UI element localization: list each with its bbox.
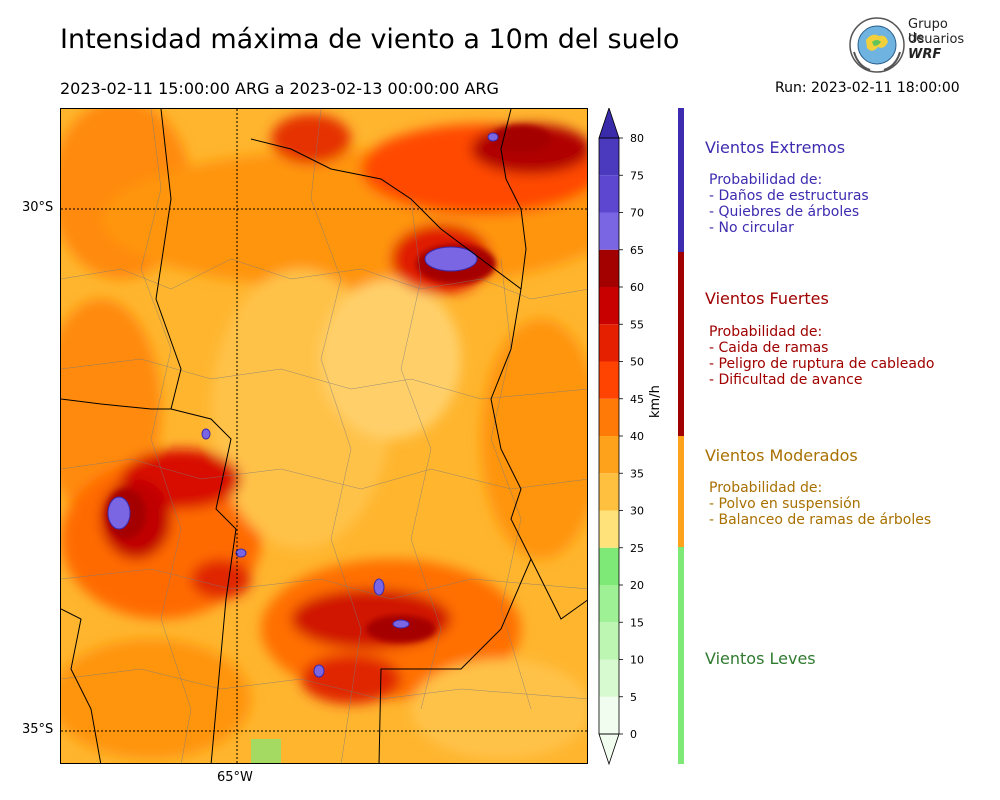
category-line: Probabilidad de: — [709, 324, 823, 340]
wrf-logo: Grupo de Usuarios WRF — [848, 16, 968, 74]
category-title-fuertes: Vientos Fuertes — [705, 289, 829, 308]
colorbar-tick-label: 70 — [630, 207, 644, 220]
colorbar-tick-label: 45 — [630, 393, 644, 406]
colorbar-segment — [599, 361, 619, 399]
lat-label-35s: 35°S — [22, 722, 54, 737]
colorbar-tick-label: 80 — [630, 132, 644, 145]
map-title: Intensidad máxima de viento a 10m del su… — [60, 24, 680, 55]
colorbar-segment — [599, 287, 619, 325]
colorbar-segment — [599, 473, 619, 511]
colorbar-tick-label: 5 — [630, 691, 637, 704]
colorbar-segment — [599, 585, 619, 623]
colorbar-tick-label: 10 — [630, 654, 644, 667]
logo-text-2: Usuarios — [908, 32, 965, 47]
category-line: - Caida de ramas — [709, 340, 829, 356]
colorbar-tick-label: 75 — [630, 169, 644, 182]
colorbar-tick-label: 55 — [630, 318, 644, 331]
wind-map — [60, 108, 588, 764]
colorbar-tick-label: 0 — [630, 728, 637, 741]
colorbar-segment — [599, 696, 619, 734]
category-line: - Daños de estructuras — [709, 188, 869, 204]
category-bar-moderados — [678, 436, 684, 547]
colorbar-min-arrow — [598, 733, 620, 766]
colorbar-tick-label: 15 — [630, 616, 644, 629]
category-line: - Quiebres de árboles — [709, 204, 860, 220]
colorbar-tick-label: 30 — [630, 505, 644, 518]
category-title-leves: Vientos Leves — [705, 649, 816, 668]
category-line: - Polvo en suspensión — [709, 496, 861, 512]
colorbar-segment — [599, 659, 619, 697]
colorbar-segment — [599, 324, 619, 362]
colorbar-segment — [599, 398, 619, 436]
colorbar-segment — [599, 175, 619, 213]
category-title-extremos: Vientos Extremos — [705, 138, 846, 157]
forecast-period: 2023-02-11 15:00:00 ARG a 2023-02-13 00:… — [60, 79, 499, 98]
category-bar-extremos — [678, 108, 684, 252]
category-line: - Dificultad de avance — [709, 372, 863, 388]
category-bar-leves — [678, 547, 684, 764]
colorbar-tick-label: 65 — [630, 244, 644, 257]
category-desc-extremos: Probabilidad de: - Daños de estructuras … — [709, 172, 869, 236]
colorbar-segment — [599, 510, 619, 548]
colorbar-segment — [599, 138, 619, 176]
colorbar-segment — [599, 436, 619, 474]
colorbar-tick-label: 40 — [630, 430, 644, 443]
colorbar-segment — [599, 212, 619, 250]
colorbar-segment — [599, 622, 619, 660]
logo-text-1: Grupo de — [908, 17, 948, 46]
wind-colorbar: 0 5 10 15 20 25 30 35 40 45 50 55 60 65 70 75 80 — [598, 108, 644, 766]
colorbar-tick-label: 60 — [630, 281, 644, 294]
colorbar-segment — [599, 547, 619, 585]
category-line: - Peligro de ruptura de cableado — [709, 356, 935, 372]
category-desc-moderados: Probabilidad de: - Polvo en suspensión -… — [709, 480, 931, 528]
category-line: - Balanceo de ramas de árboles — [709, 512, 932, 528]
globe-icon — [849, 17, 905, 73]
colorbar-unit: km/h — [648, 385, 663, 418]
colorbar-tick-label: 25 — [630, 542, 644, 555]
category-title-moderados: Vientos Moderados — [705, 446, 858, 465]
category-desc-fuertes: Probabilidad de: - Caida de ramas - Peli… — [709, 324, 934, 388]
colorbar-max-arrow — [598, 108, 620, 139]
lat-label-30s: 30°S — [22, 200, 54, 215]
lon-label-65w: 65°W — [217, 770, 253, 785]
logo-text-3: WRF — [908, 47, 942, 62]
category-bar-fuertes — [678, 252, 684, 436]
category-line: Probabilidad de: — [709, 172, 823, 188]
run-timestamp: Run: 2023-02-11 18:00:00 — [775, 80, 960, 96]
category-line: - No circular — [709, 220, 794, 236]
colorbar-tick-label: 20 — [630, 579, 644, 592]
colorbar-tick-label: 50 — [630, 356, 644, 369]
colorbar-tick-label: 35 — [630, 467, 644, 480]
category-line: Probabilidad de: — [709, 480, 823, 496]
wind-field — [61, 109, 587, 763]
colorbar-segment — [599, 249, 619, 287]
